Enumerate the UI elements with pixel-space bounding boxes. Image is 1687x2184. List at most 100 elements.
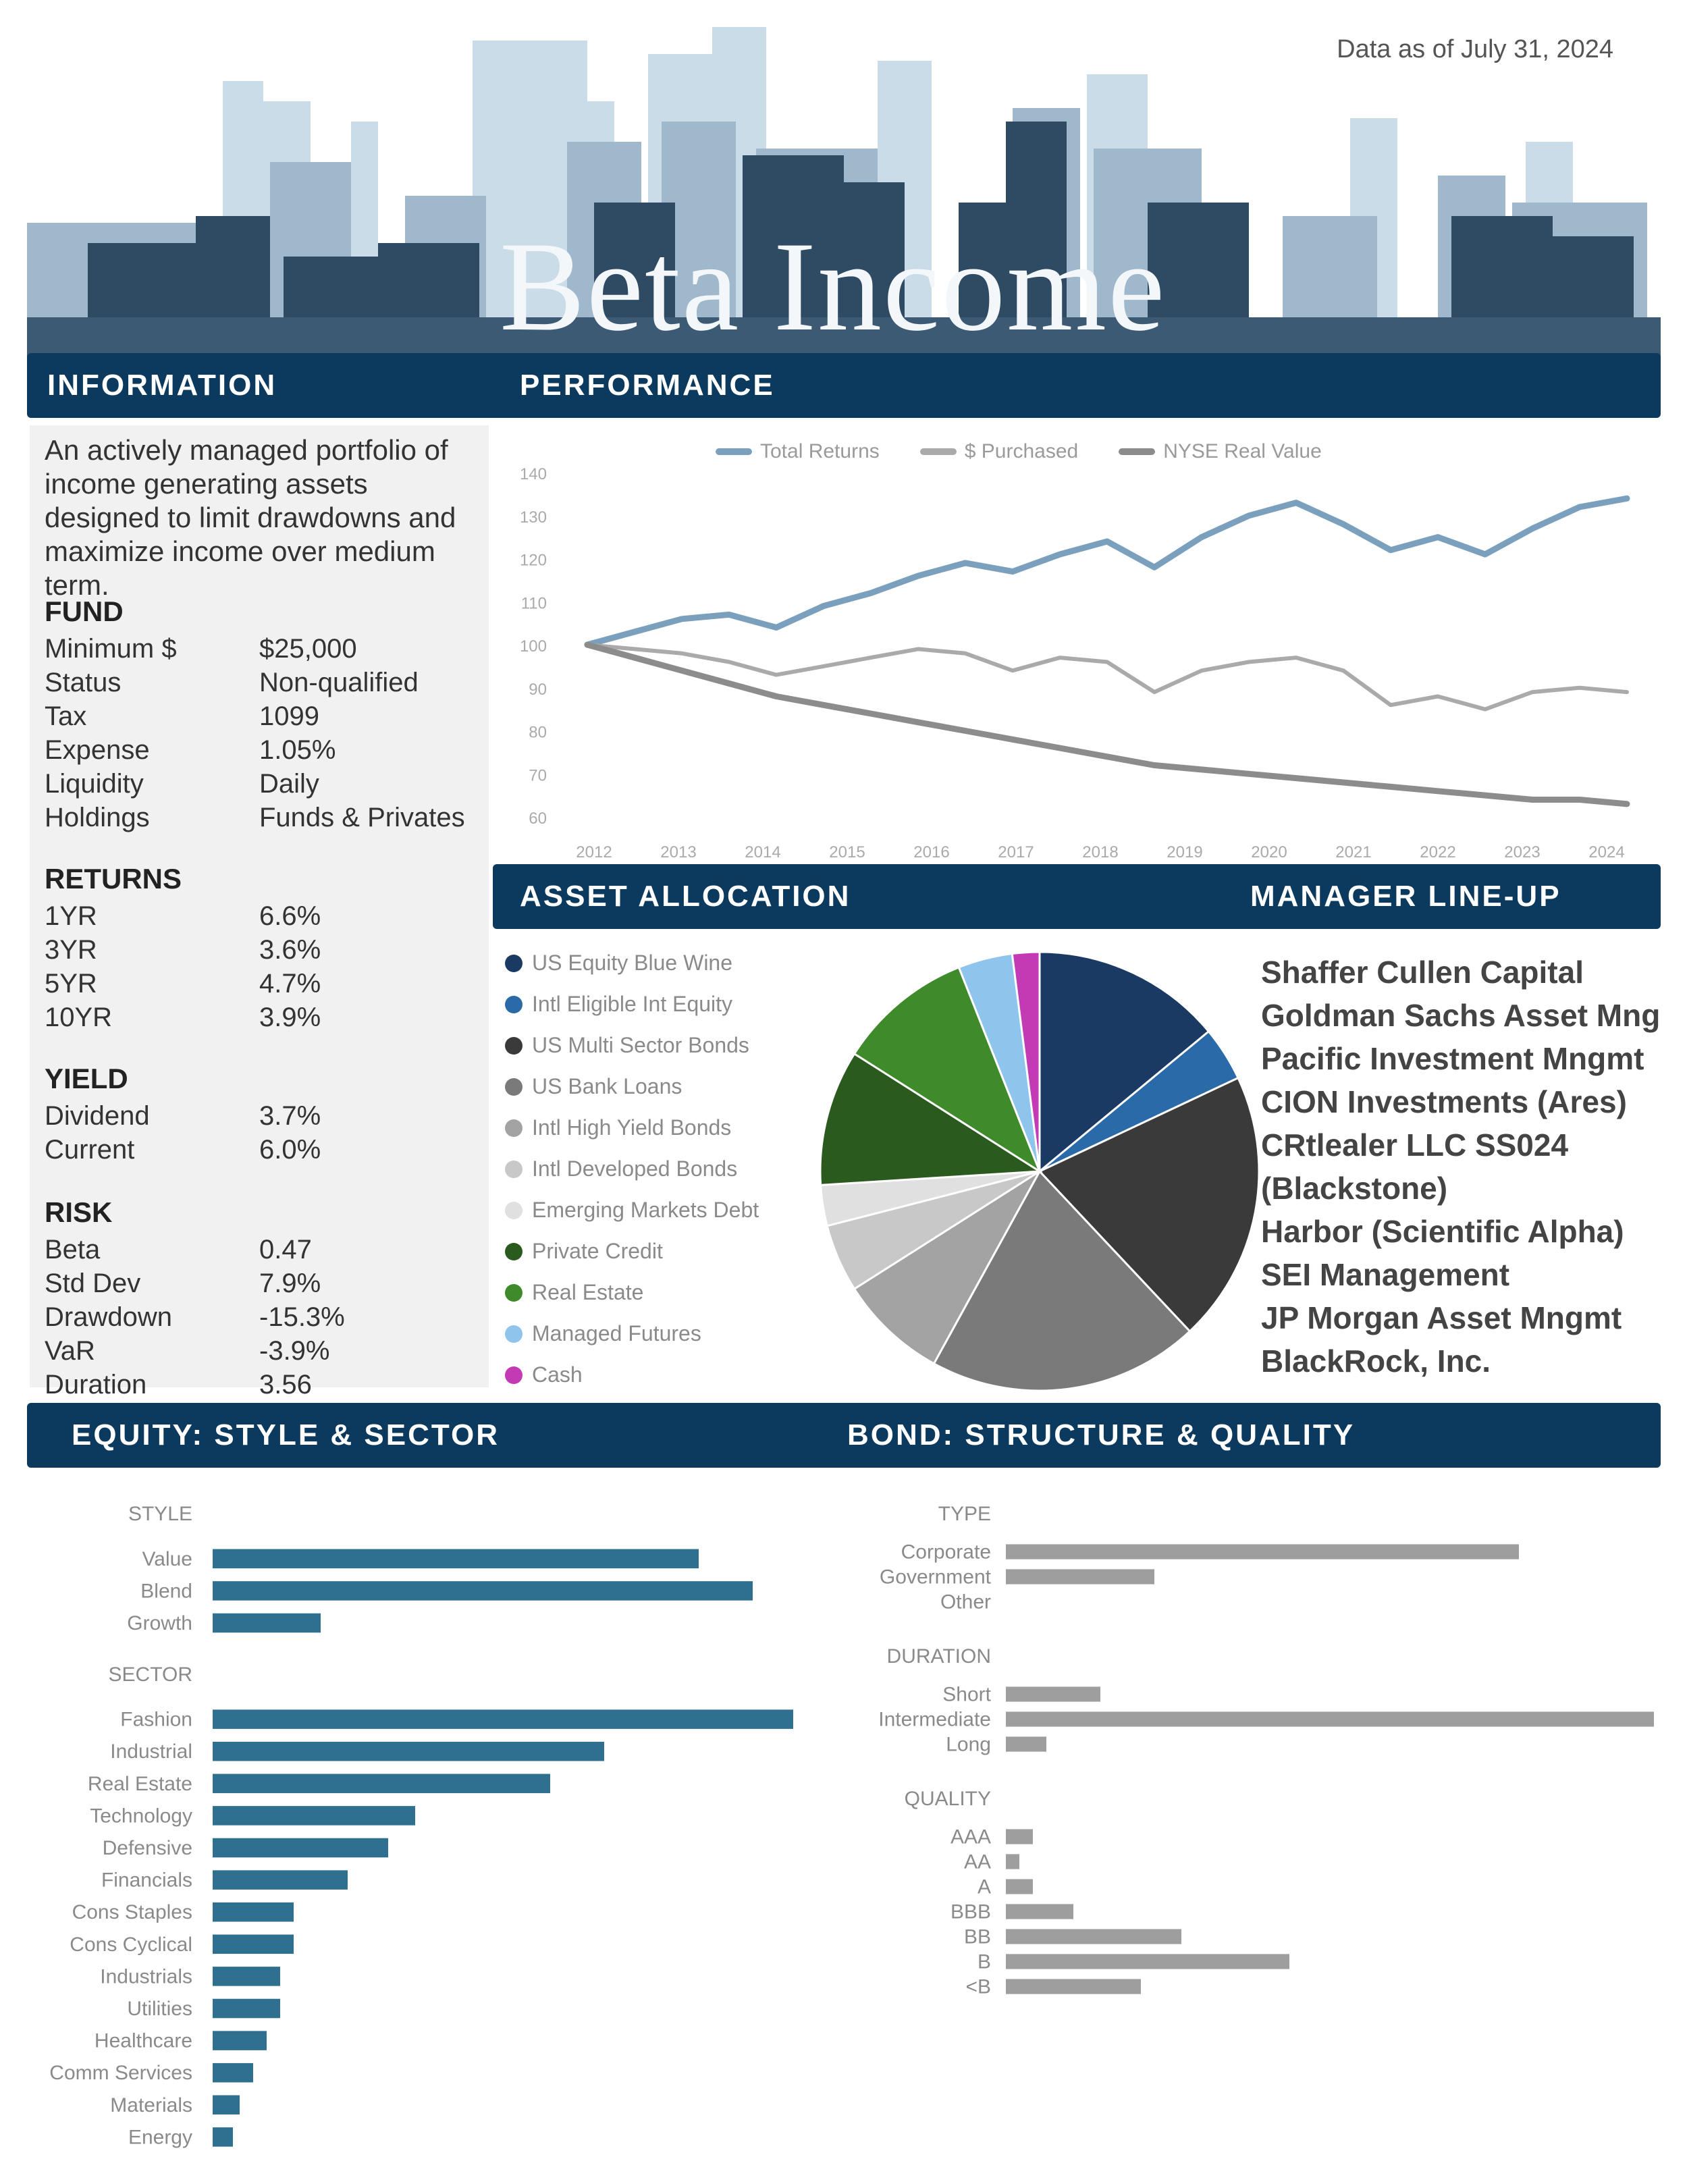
bar [1006,1929,1181,1944]
risk-label: Drawdown [45,1302,172,1332]
information-panel [30,425,489,1387]
bar-group-heading: SECTOR [109,1663,192,1686]
bar-label: B [978,1951,991,1973]
fund-heading: FUND [45,595,124,627]
pie-slice [853,1170,1041,1365]
pie-slice [853,965,1042,1174]
returns-value: 4.7% [259,969,321,998]
risk-row: VaR -3.9% [45,1334,483,1368]
y-tick-label: 130 [520,508,547,527]
bar [1006,1829,1033,1844]
information-performance-band: INFORMATION PERFORMANCE [27,353,1661,418]
building-front [844,182,905,338]
fund-row: Tax 1099 [45,699,483,733]
allocation-legend: US Equity Blue Wine Intl Eligible Int Equ… [505,942,759,1395]
manager-name: Shaffer Cullen Capital [1261,955,1584,990]
bar-label: Comm Services [49,2062,192,2084]
manager-list: Shaffer Cullen Capital Goldman Sachs Asse… [1261,951,1666,1383]
legend-swatch [505,1201,523,1219]
page-title: Beta Income [500,216,1167,358]
bar-label: Utilities [127,1998,192,2020]
allocation-legend-item: US Equity Blue Wine [505,942,759,984]
pie-slice [932,1169,1191,1392]
legend-label: Cash [532,1362,583,1387]
bar [213,1934,294,1954]
bar [213,2127,233,2147]
bar [213,1613,321,1633]
fund-label: Liquidity [45,769,144,799]
fund-value: Non-qualified [259,668,419,697]
risk-label: Beta [45,1235,101,1264]
pie-slice [1038,951,1210,1174]
bar-label: Defensive [103,1837,192,1859]
bar-label: BB [964,1926,991,1948]
bar-label: Healthcare [95,2030,192,2052]
x-tick-label: 2022 [1420,843,1455,861]
building-front [743,155,844,338]
allocation-legend-item: Real Estate [505,1272,759,1313]
skyline-illustration [27,27,1661,358]
bar [1006,1954,1289,1969]
returns-label: 3YR [45,935,97,965]
legend-swatch [505,1036,523,1055]
returns-row: 1YR 6.6% [45,899,483,933]
fund-value: 1099 [259,701,319,731]
performance-legend: Total Returns $ Purchased NYSE Real Valu… [716,440,1322,463]
legend-label: Private Credit [532,1239,663,1263]
fund-label: Holdings [45,803,150,832]
fund-label: Status [45,668,122,697]
x-tick-label: 2016 [913,843,949,861]
x-tick-label: 2023 [1504,843,1540,861]
pie-slice [1038,1076,1260,1333]
bar [213,1870,348,1890]
allocation-legend-item: Private Credit [505,1231,759,1272]
bar-label: Energy [128,2126,192,2148]
as-of-date: Data as of July 31, 2024 [1337,35,1613,63]
legend-purchased: $ Purchased [919,440,1078,463]
bar [213,1774,550,1794]
fund-row: Minimum $ $25,000 [45,632,483,666]
legend-swatch [505,995,523,1013]
y-tick-label: 90 [529,681,547,699]
bar-group-heading: STYLE [128,1503,192,1525]
x-tick-label: 2017 [998,843,1034,861]
legend-swatch [505,1242,523,1260]
legend-label: Real Estate [532,1280,644,1304]
yield-label: Dividend [45,1101,150,1131]
bar [1006,1711,1654,1727]
bar-label: Growth [127,1612,192,1634]
risk-value: 3.56 [259,1370,312,1400]
asset-allocation-heading: ASSET ALLOCATION [520,880,851,913]
bar [213,1741,604,1761]
x-tick-label: 2014 [745,843,780,861]
x-tick-label: 2019 [1167,843,1202,861]
bar [1006,1904,1073,1919]
yield-heading: YIELD [45,1063,128,1094]
returns-value: 3.9% [259,1003,321,1032]
manager-name: (Blackstone) [1261,1171,1448,1206]
bar-label: Intermediate [878,1709,991,1731]
returns-table: 1YR 6.6% 3YR 3.6% 5YR 4.7% 10YR 3.9% [45,899,483,1034]
manager-name: JP Morgan Asset Mngmt [1261,1300,1622,1335]
allocation-manager-band: ASSET ALLOCATION MANAGER LINE-UP [493,864,1661,929]
x-tick-label: 2021 [1335,843,1371,861]
risk-value: 7.9% [259,1269,321,1298]
bar [1006,1569,1154,1584]
x-tick-label: 2024 [1588,843,1624,861]
equity-style-sector-chart: STYLE Value Blend Growth SECTOR Fashion Indust… [49,1503,793,2148]
bar-label: Real Estate [88,1773,192,1795]
legend-swatch [505,954,523,972]
bar-label: Blend [140,1580,192,1602]
bar [213,1838,388,1858]
bar [1006,1544,1519,1560]
bar-label: AA [964,1851,991,1873]
legend-swatch [505,1283,523,1302]
legend-label: Emerging Markets Debt [532,1198,759,1222]
skyline-base [27,317,1661,358]
bar [1006,1686,1100,1702]
bar [1006,1854,1019,1869]
bar-group-heading: TYPE [938,1503,991,1525]
manager-name: SEI Management [1261,1257,1510,1292]
bar-label: Government [880,1566,992,1589]
